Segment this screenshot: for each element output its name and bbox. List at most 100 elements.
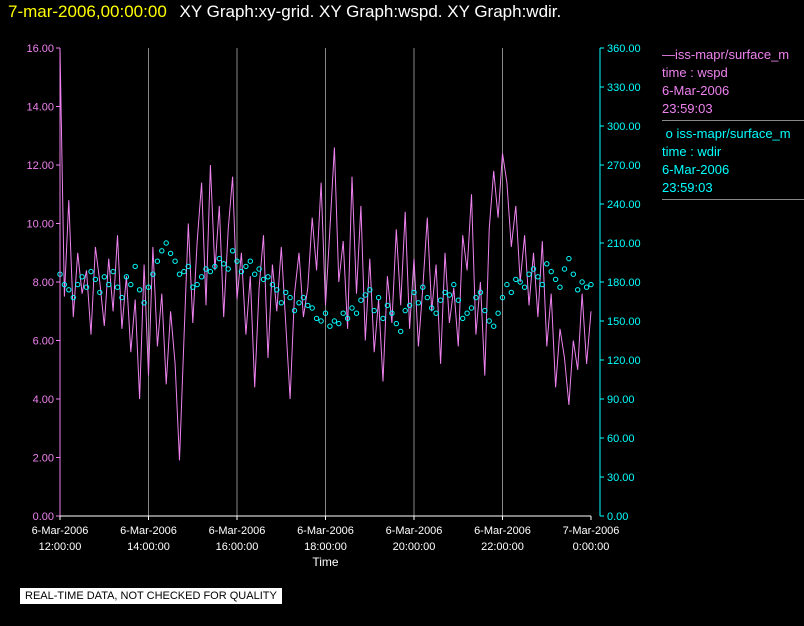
wdir-point <box>588 281 594 288</box>
wdir-point <box>384 302 391 309</box>
wdir-point <box>552 276 559 283</box>
wdir-point <box>163 240 169 246</box>
right-tick-label: 90.00 <box>607 394 635 406</box>
wdir-point <box>313 315 320 322</box>
wdir-point <box>70 294 77 301</box>
wdir-point <box>491 323 497 329</box>
wdir-point <box>97 289 103 296</box>
wdir-point <box>110 268 116 275</box>
right-tick-label: 150.00 <box>607 316 641 328</box>
wdir-point <box>495 310 501 316</box>
wdir-point <box>207 268 214 275</box>
wdir-point <box>159 248 165 254</box>
wdir-point <box>88 268 94 275</box>
wdir-point <box>539 281 545 288</box>
legend-wdir-time: 23:59:03 <box>662 180 713 195</box>
wdir-point <box>141 300 147 306</box>
wdir-point <box>344 315 351 322</box>
wdir-point <box>145 284 152 290</box>
wdir-point <box>468 305 475 311</box>
wdir-point <box>362 292 368 298</box>
wdir-point <box>433 310 439 316</box>
x-tick-label-time: 20:00:00 <box>393 541 436 553</box>
wdir-point <box>437 297 444 303</box>
wdir-point <box>185 263 192 270</box>
wdir-point <box>309 305 315 311</box>
wdir-point <box>367 287 373 293</box>
wdir-point <box>499 294 506 301</box>
x-tick-label-date: 6-Mar-2006 <box>209 525 266 537</box>
right-tick-label: 240.00 <box>607 199 641 211</box>
wdir-point <box>123 274 130 280</box>
right-tick-label: 330.00 <box>607 82 641 94</box>
legend-wspd-time: 23:59:03 <box>662 101 713 116</box>
wdir-point <box>212 263 218 270</box>
wdir-point <box>252 271 258 277</box>
header-bar: 7-mar-2006,00:00:00 XY Graph:xy-grid. XY… <box>8 2 561 22</box>
wdir-point <box>460 315 466 322</box>
x-tick-label-time: 22:00:00 <box>481 541 524 553</box>
x-tick-label-time: 18:00:00 <box>304 541 347 553</box>
timestamp: 7-mar-2006,00:00:00 <box>8 2 167 21</box>
wdir-point <box>415 300 422 306</box>
wdir-point <box>393 320 399 327</box>
right-tick-label: 60.00 <box>607 433 635 445</box>
x-tick-label-date: 6-Mar-2006 <box>297 525 354 537</box>
wdir-point <box>513 276 519 283</box>
wdir-point <box>557 284 563 290</box>
wdir-point <box>256 266 262 272</box>
left-tick-label: 8.00 <box>33 277 54 289</box>
wdir-point <box>406 302 413 309</box>
x-axis-label: Time <box>312 555 339 569</box>
grid-lines <box>148 48 503 516</box>
wdir-point <box>349 305 355 311</box>
wdir-point <box>221 261 227 267</box>
wdir-point <box>477 289 484 296</box>
wdir-point <box>530 266 537 272</box>
wdir-point <box>132 263 138 270</box>
wdir-point <box>92 276 99 283</box>
wdir-point <box>526 271 532 277</box>
wdir-point <box>389 310 395 316</box>
wdir-point <box>154 258 161 264</box>
wdir-point <box>544 261 550 267</box>
right-tick-label: 120.00 <box>607 355 641 367</box>
wdir-series <box>57 240 594 335</box>
wdir-point <box>327 323 333 329</box>
wdir-point <box>451 281 457 288</box>
legend-entry-wdir: o iss-mapr/surface_m time : wdir 6-Mar-2… <box>662 125 804 200</box>
wdir-point <box>375 294 382 301</box>
wdir-point <box>579 279 585 285</box>
wspd-line <box>59 47 592 461</box>
wdir-point <box>198 274 205 280</box>
wdir-point <box>300 294 307 301</box>
wdir-point <box>424 294 430 301</box>
legend-wdir-name-text: iss-mapr/surface_m <box>676 126 791 141</box>
legend-wspd-date: 6-Mar-2006 <box>662 83 730 98</box>
wdir-point <box>322 310 329 316</box>
wdir-point <box>340 310 346 316</box>
wdir-point <box>181 268 187 275</box>
wdir-point <box>398 328 404 335</box>
wdir-point <box>260 276 267 283</box>
wdir-point <box>464 310 470 316</box>
wdir-point <box>455 297 461 303</box>
wdir-point <box>353 310 360 316</box>
left-tick-label: 0.00 <box>33 511 54 523</box>
right-tick-label: 180.00 <box>607 277 641 289</box>
wdir-point <box>548 268 554 275</box>
left-tick-label: 16.00 <box>26 43 54 55</box>
wdir-point <box>508 289 514 296</box>
x-tick-label-time: 12:00:00 <box>39 541 82 553</box>
wdir-point <box>238 268 245 275</box>
wdir-point <box>172 258 178 264</box>
left-tick-label: 12.00 <box>26 160 54 172</box>
wdir-point <box>429 305 435 311</box>
wdir-point <box>561 266 568 272</box>
wdir-point <box>167 250 174 257</box>
wdir-point <box>446 292 453 298</box>
wdir-point <box>318 318 324 324</box>
wdir-point <box>79 274 85 280</box>
right-tick-label: 0.00 <box>607 511 628 523</box>
wdir-point <box>305 302 311 309</box>
